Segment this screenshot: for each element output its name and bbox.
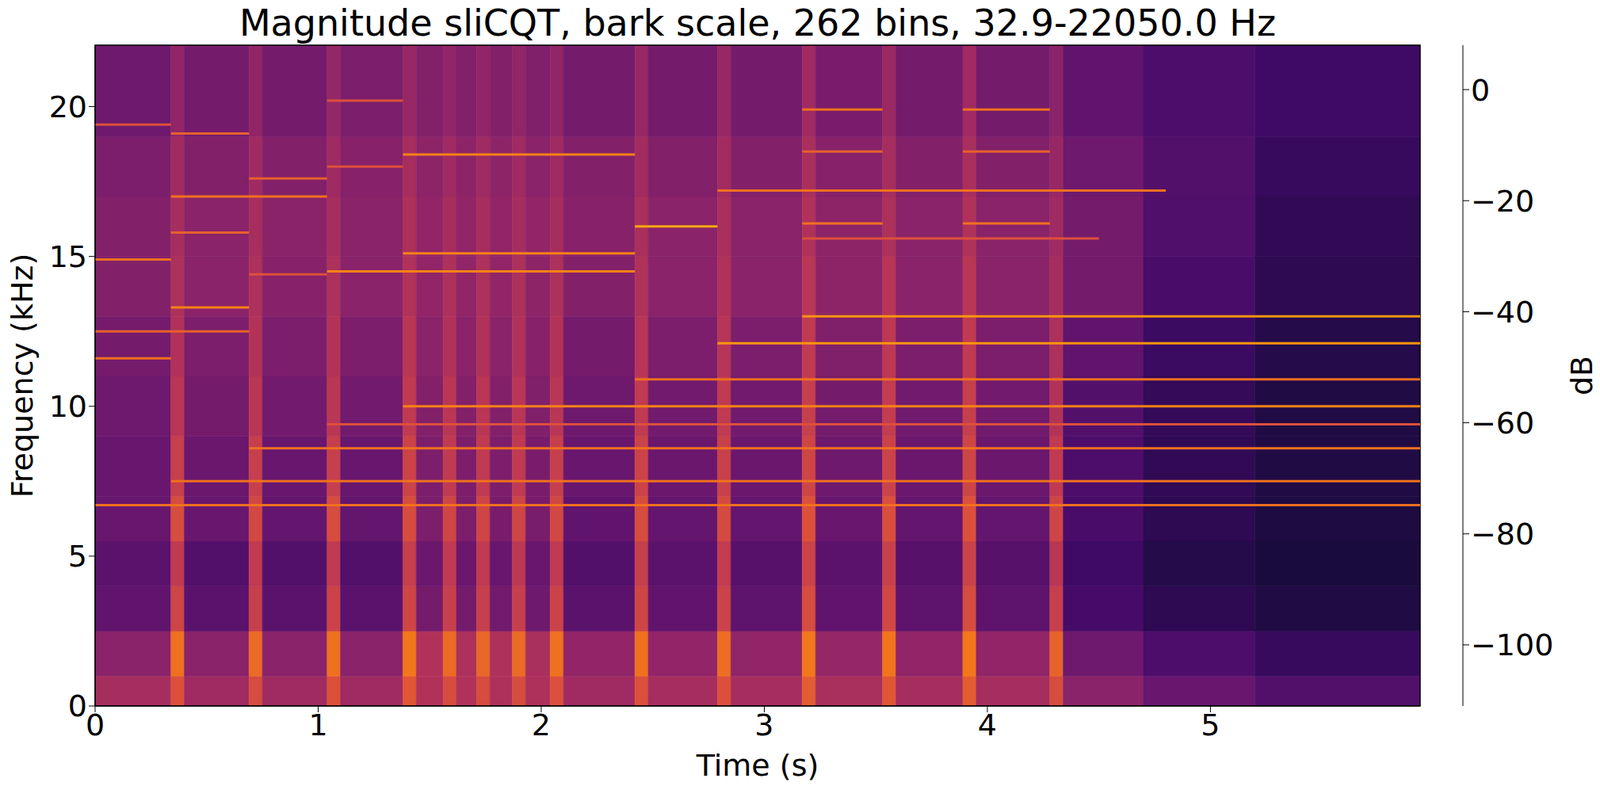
svg-text:3: 3	[754, 707, 774, 743]
svg-text:15: 15	[49, 239, 88, 275]
svg-text:1: 1	[308, 707, 328, 743]
svg-text:−20: −20	[1470, 183, 1535, 219]
svg-text:5: 5	[68, 538, 88, 574]
svg-text:−100: −100	[1470, 627, 1554, 663]
html-text:Time (s): Time (s)	[696, 748, 819, 783]
html-text:Frequency (kHz): Frequency (kHz)	[4, 253, 40, 498]
svg-text:0: 0	[85, 707, 105, 743]
svg-text:4: 4	[977, 707, 997, 743]
html-text:Magnitude sliCQT, bark scale,: Magnitude sliCQT, bark scale, 262 bins, …	[239, 1, 1276, 45]
svg-text:5: 5	[1200, 707, 1220, 743]
svg-text:10: 10	[49, 389, 88, 424]
svg-text:0: 0	[1470, 72, 1490, 108]
svg-text:−80: −80	[1470, 516, 1535, 552]
svg-text:2: 2	[531, 707, 551, 743]
svg-text:20: 20	[49, 89, 88, 125]
svg-text:−60: −60	[1470, 405, 1535, 441]
svg-text:−40: −40	[1470, 294, 1535, 330]
svg-text:0: 0	[68, 688, 88, 724]
html-text:dB: dB	[1564, 355, 1600, 396]
